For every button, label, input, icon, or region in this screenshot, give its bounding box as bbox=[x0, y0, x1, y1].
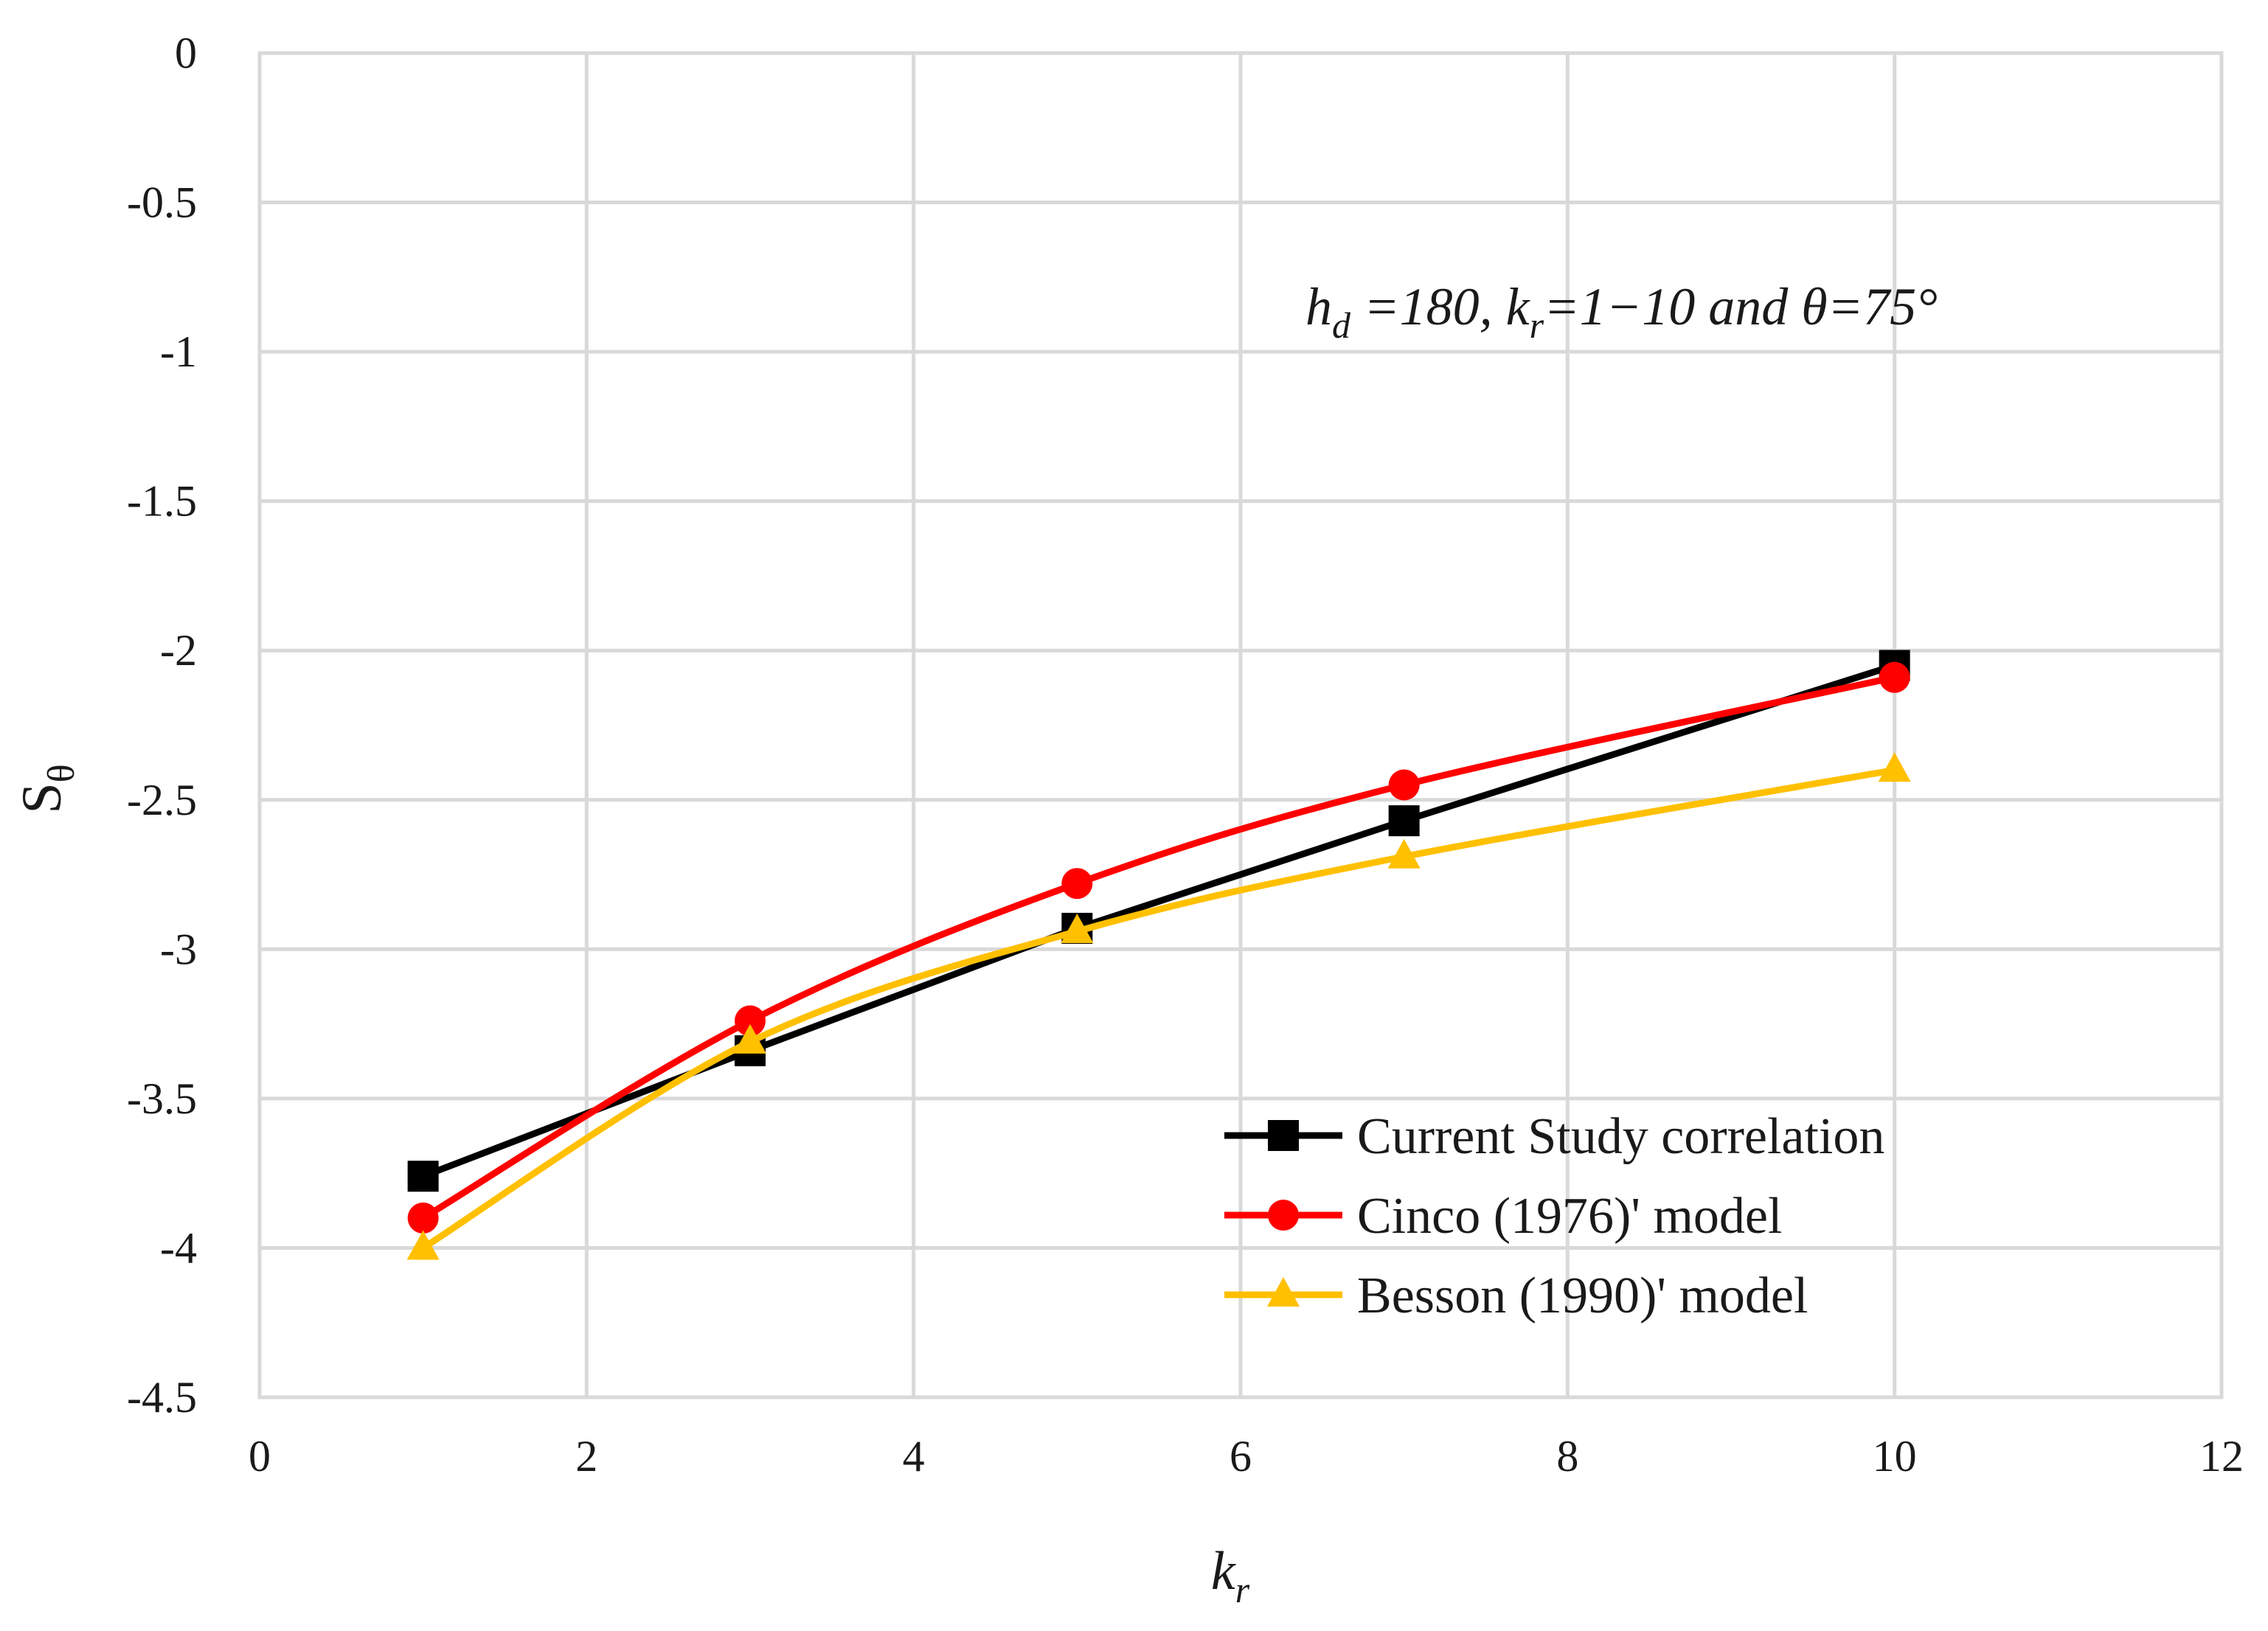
y-tick-label: -3.5 bbox=[127, 1074, 197, 1123]
x-axis-title: kr bbox=[1211, 1541, 1250, 1610]
chart-annotation: hd =180, kr=1−10 and θ=75° bbox=[1305, 277, 1938, 346]
x-tick-label: 10 bbox=[1873, 1432, 1917, 1481]
x-tick-label: 8 bbox=[1556, 1432, 1578, 1481]
legend-label: Cinco (1976)' model bbox=[1357, 1188, 1782, 1245]
y-tick-label: 0 bbox=[175, 29, 197, 77]
y-axis-ticks: 0 -0.5 -1 -1.5 -2 -2.5 -3 -3.5 -4 -4.5 bbox=[127, 29, 197, 1422]
legend-label: Besson (1990)' model bbox=[1357, 1267, 1808, 1324]
plot-area-frame bbox=[257, 51, 2224, 1399]
series-line-besson bbox=[420, 766, 1898, 1251]
x-tick-label: 2 bbox=[575, 1432, 597, 1481]
y-tick-label: -1 bbox=[160, 327, 197, 376]
data-point-besson bbox=[1878, 752, 1911, 782]
data-point-besson bbox=[734, 1023, 766, 1054]
series-cinco bbox=[407, 661, 1910, 1234]
x-tick-label: 12 bbox=[2199, 1432, 2244, 1481]
legend-marker bbox=[1268, 1120, 1299, 1151]
data-point-besson bbox=[1387, 838, 1421, 869]
legend-marker bbox=[1268, 1200, 1299, 1231]
data-point-besson bbox=[1061, 914, 1094, 944]
y-tick-label: -3 bbox=[160, 925, 197, 973]
data-point-cinco bbox=[1388, 769, 1420, 801]
x-axis-ticks: 0 2 4 6 8 10 12 bbox=[249, 1432, 2244, 1481]
y-tick-label: -4 bbox=[160, 1223, 197, 1272]
y-tick-label: -0.5 bbox=[127, 178, 197, 227]
data-point-current-study bbox=[1388, 805, 1420, 837]
data-point-cinco bbox=[1061, 868, 1093, 900]
y-tick-label: -1.5 bbox=[127, 477, 197, 526]
grid bbox=[257, 51, 2224, 1399]
data-point-cinco bbox=[1879, 661, 1910, 693]
x-tick-label: 0 bbox=[249, 1432, 271, 1481]
legend: Current Study correlation Cinco (1976)' m… bbox=[1224, 1108, 1884, 1324]
legend-item-current-study: Current Study correlation bbox=[1224, 1108, 1884, 1165]
y-tick-label: -4.5 bbox=[127, 1373, 197, 1422]
legend-item-cinco: Cinco (1976)' model bbox=[1224, 1188, 1782, 1245]
series-group bbox=[406, 650, 1911, 1260]
x-tick-label: 4 bbox=[903, 1432, 925, 1481]
series-besson bbox=[406, 752, 1911, 1260]
data-point-cinco bbox=[407, 1202, 439, 1234]
x-tick-label: 6 bbox=[1230, 1432, 1252, 1481]
series-line-cinco bbox=[420, 674, 1898, 1222]
y-tick-label: -2.5 bbox=[127, 776, 197, 824]
data-point-cinco bbox=[735, 1005, 766, 1037]
data-point-current-study bbox=[407, 1161, 439, 1192]
legend-item-besson: Besson (1990)' model bbox=[1224, 1267, 1808, 1324]
y-tick-label: -2 bbox=[160, 626, 197, 675]
y-axis-title: Sθ bbox=[11, 764, 83, 813]
legend-marker bbox=[1267, 1277, 1300, 1307]
data-point-besson bbox=[406, 1230, 440, 1260]
legend-label: Current Study correlation bbox=[1357, 1108, 1884, 1165]
